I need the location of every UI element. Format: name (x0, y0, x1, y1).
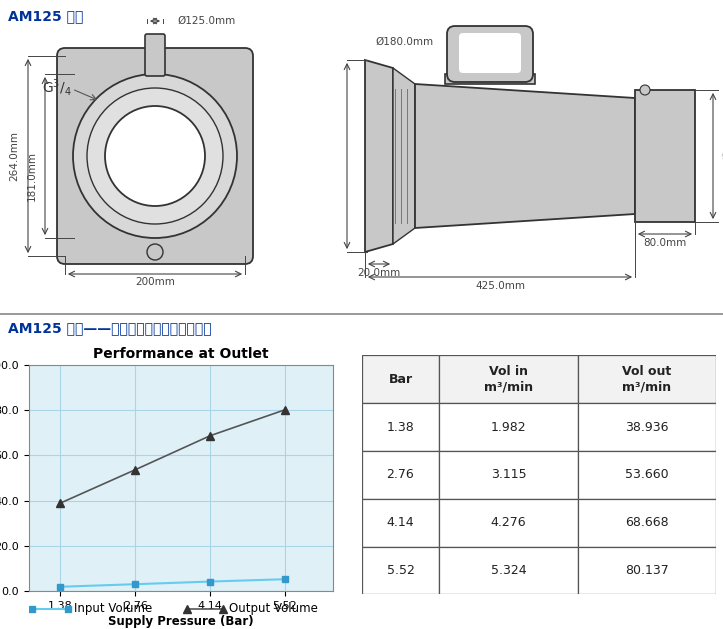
Text: 53.660: 53.660 (625, 469, 669, 481)
FancyBboxPatch shape (440, 547, 578, 594)
FancyBboxPatch shape (440, 355, 578, 403)
Text: 425.0mm: 425.0mm (475, 281, 525, 291)
Text: 80.137: 80.137 (625, 564, 669, 577)
Text: Input Volume: Input Volume (74, 602, 153, 615)
Circle shape (87, 88, 223, 224)
Polygon shape (635, 90, 695, 222)
Text: G$\mathregular{^3/_4}$: G$\mathregular{^3/_4}$ (42, 77, 72, 97)
FancyBboxPatch shape (440, 403, 578, 451)
FancyBboxPatch shape (578, 499, 716, 547)
Text: 38.936: 38.936 (625, 421, 669, 433)
FancyBboxPatch shape (362, 451, 440, 499)
Text: AM125 性能——不同压力下的输入输出气量: AM125 性能——不同压力下的输入输出气量 (8, 321, 212, 335)
FancyBboxPatch shape (447, 26, 533, 82)
FancyBboxPatch shape (57, 48, 253, 264)
Text: 80.0mm: 80.0mm (643, 238, 687, 248)
FancyBboxPatch shape (578, 451, 716, 499)
Text: AM125 尺寸: AM125 尺寸 (8, 9, 83, 23)
Text: 2.76: 2.76 (387, 469, 414, 481)
Text: Bar: Bar (388, 373, 413, 386)
Text: 68.668: 68.668 (625, 516, 669, 529)
Text: 3.115: 3.115 (491, 469, 526, 481)
Polygon shape (365, 60, 393, 252)
FancyBboxPatch shape (578, 355, 716, 403)
FancyBboxPatch shape (145, 34, 165, 76)
FancyBboxPatch shape (440, 499, 578, 547)
Text: 1.982: 1.982 (491, 421, 526, 433)
Text: Vol out
m³/min: Vol out m³/min (622, 365, 672, 394)
Text: Ø180.0mm: Ø180.0mm (375, 37, 433, 47)
Text: Ø198.0mm: Ø198.0mm (721, 151, 723, 161)
Circle shape (147, 244, 163, 260)
FancyBboxPatch shape (362, 499, 440, 547)
Text: 20.0mm: 20.0mm (357, 268, 401, 278)
Text: Output Volume: Output Volume (229, 602, 318, 615)
Text: 4.14: 4.14 (387, 516, 414, 529)
FancyBboxPatch shape (445, 74, 535, 84)
FancyBboxPatch shape (578, 403, 716, 451)
Text: 181.0mm: 181.0mm (27, 151, 37, 201)
FancyBboxPatch shape (362, 547, 440, 594)
X-axis label: Supply Pressure (Bar): Supply Pressure (Bar) (108, 615, 254, 628)
FancyBboxPatch shape (459, 33, 521, 73)
FancyBboxPatch shape (578, 547, 716, 594)
Text: 1.38: 1.38 (387, 421, 414, 433)
FancyBboxPatch shape (362, 355, 440, 403)
Text: Vol in
m³/min: Vol in m³/min (484, 365, 533, 394)
Title: Performance at Outlet: Performance at Outlet (93, 347, 268, 361)
FancyBboxPatch shape (362, 403, 440, 451)
Polygon shape (415, 84, 635, 228)
Text: 5.52: 5.52 (387, 564, 414, 577)
Text: 264.0mm: 264.0mm (9, 131, 19, 181)
Circle shape (73, 74, 237, 238)
Circle shape (640, 85, 650, 95)
Text: 4.276: 4.276 (491, 516, 526, 529)
Circle shape (105, 106, 205, 206)
Text: Ø125.0mm: Ø125.0mm (177, 16, 235, 26)
FancyBboxPatch shape (440, 451, 578, 499)
Polygon shape (393, 68, 415, 244)
Text: 5.324: 5.324 (491, 564, 526, 577)
Text: 200mm: 200mm (135, 277, 175, 287)
